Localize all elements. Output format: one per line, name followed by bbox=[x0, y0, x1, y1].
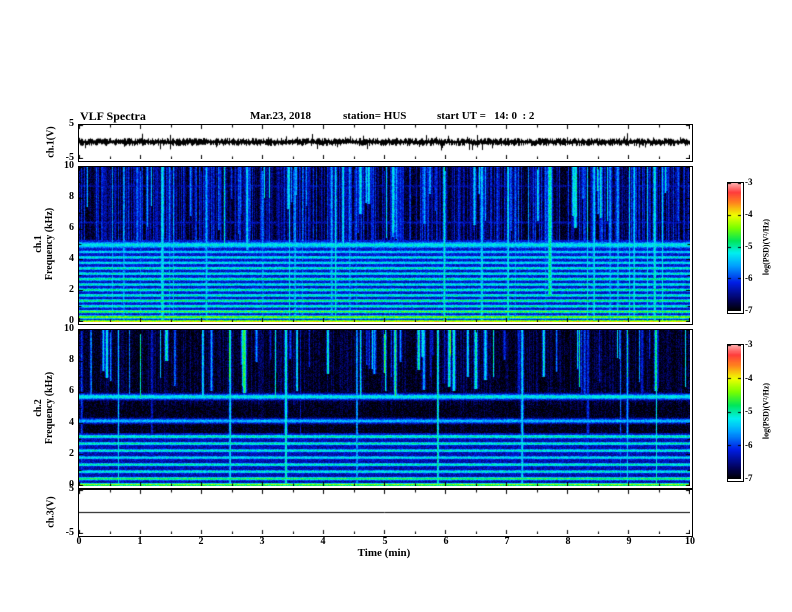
y-tick-label: 0 bbox=[69, 479, 74, 490]
x-tick-label: 0 bbox=[76, 536, 82, 547]
colorbar-tick-label: -4 bbox=[745, 373, 753, 383]
y-tick-label: 6 bbox=[69, 222, 74, 233]
y-tick-label: 4 bbox=[69, 253, 74, 264]
ch1-frequency-axis-label-line1: ch.1 bbox=[33, 235, 44, 253]
ch3-voltage-waveform-canvas bbox=[79, 490, 690, 534]
colorbar-1-canvas bbox=[728, 183, 741, 311]
figure-title: VLF Spectra bbox=[80, 109, 146, 123]
x-tick-label: 7 bbox=[504, 536, 510, 547]
ch1-frequency-axis-label-line2: Frequency (kHz) bbox=[44, 207, 55, 281]
colorbar-tick-label: -3 bbox=[745, 339, 753, 349]
x-tick-label: 4 bbox=[320, 536, 326, 547]
ch3-voltage-axis-label: ch.3(V) bbox=[45, 496, 57, 528]
ch1-frequency-axis-label: ch.1 Frequency (kHz) bbox=[33, 208, 55, 280]
colorbar-tick-label: -4 bbox=[745, 209, 753, 219]
ch2-spectrogram-canvas bbox=[79, 330, 690, 486]
y-tick-label: 0 bbox=[69, 315, 74, 326]
colorbar-2-canvas bbox=[728, 345, 741, 479]
colorbar-tick-label: -7 bbox=[745, 473, 753, 483]
y-tick-label: -5 bbox=[65, 152, 74, 163]
station-label: station= HUS bbox=[343, 110, 407, 122]
colorbar-tick-label: -7 bbox=[745, 305, 753, 315]
ch1-voltage-panel bbox=[78, 124, 693, 162]
x-tick-label: 5 bbox=[382, 536, 388, 547]
y-tick-label: 6 bbox=[69, 385, 74, 396]
colorbar-tick-label: -6 bbox=[745, 273, 753, 283]
x-tick-label: 8 bbox=[565, 536, 571, 547]
ch1-spectrogram-panel bbox=[78, 166, 693, 325]
colorbar-1-panel bbox=[727, 182, 744, 314]
colorbar-tick-label: -5 bbox=[745, 406, 753, 416]
colorbar-tick-label: -3 bbox=[745, 177, 753, 187]
colorbar-2-label: log(PSD)(V²/Hz) bbox=[761, 382, 771, 440]
colorbar-1-label: log(PSD)(V²/Hz) bbox=[761, 218, 771, 276]
start-ut-label: start UT = 14: 0 : 2 bbox=[437, 110, 535, 122]
colorbar-2-panel bbox=[727, 344, 744, 482]
x-tick-label: 1 bbox=[137, 536, 143, 547]
x-tick-label: 10 bbox=[685, 536, 695, 547]
y-tick-label: 2 bbox=[69, 448, 74, 459]
y-tick-label: 5 bbox=[69, 118, 74, 129]
ch2-frequency-axis-label-line1: ch.2 bbox=[33, 399, 44, 417]
y-tick-label: 8 bbox=[69, 354, 74, 365]
y-tick-label: 10 bbox=[64, 323, 74, 334]
x-tick-label: 2 bbox=[198, 536, 204, 547]
y-tick-label: 8 bbox=[69, 191, 74, 202]
x-tick-label: 6 bbox=[443, 536, 449, 547]
x-tick-label: 3 bbox=[259, 536, 265, 547]
y-tick-label: 10 bbox=[64, 160, 74, 171]
y-tick-label: 2 bbox=[69, 284, 74, 295]
ch2-frequency-axis-label-line2: Frequency (kHz) bbox=[44, 371, 55, 445]
ch1-voltage-waveform-canvas bbox=[79, 125, 690, 159]
y-tick-label: 4 bbox=[69, 417, 74, 428]
x-tick-label: 9 bbox=[626, 536, 632, 547]
ch2-frequency-axis-label: ch.2 Frequency (kHz) bbox=[33, 372, 55, 444]
figure-date: Mar.23, 2018 bbox=[250, 110, 312, 122]
ch3-voltage-panel bbox=[78, 489, 693, 537]
time-axis-label: Time (min) bbox=[357, 547, 411, 559]
ch1-spectrogram-canvas bbox=[79, 167, 690, 322]
colorbar-tick-label: -5 bbox=[745, 241, 753, 251]
y-tick-label: 5 bbox=[69, 483, 74, 494]
ch2-spectrogram-panel bbox=[78, 329, 693, 489]
y-tick-label: -5 bbox=[65, 527, 74, 538]
colorbar-tick-label: -6 bbox=[745, 440, 753, 450]
